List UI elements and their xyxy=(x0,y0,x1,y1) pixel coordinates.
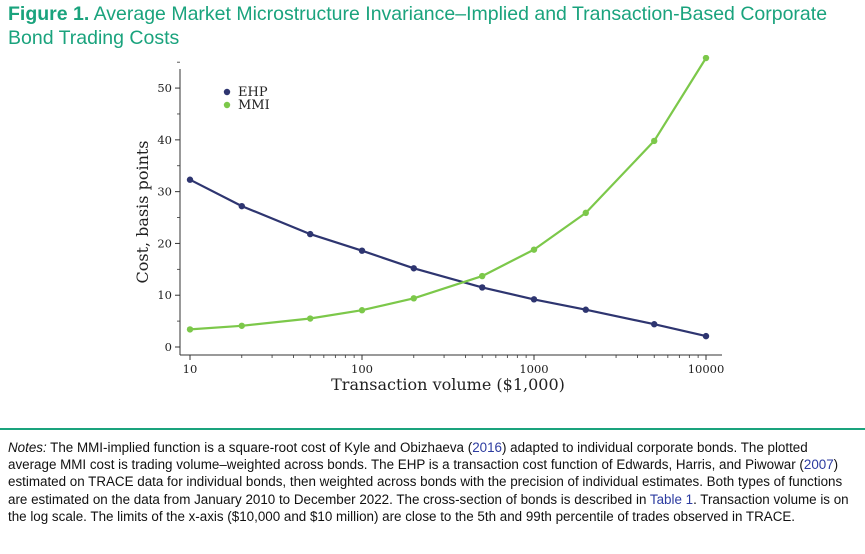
notes-divider xyxy=(0,428,865,430)
ehp-data-point xyxy=(479,284,486,291)
mmi-data-point xyxy=(358,307,366,314)
y-tick-label: 20 xyxy=(157,236,172,250)
mmi-data-point xyxy=(651,137,658,145)
ehp-data-point xyxy=(530,296,538,303)
ehp-data-point xyxy=(410,265,417,272)
mmi-data-point xyxy=(530,246,538,253)
mmi-data-point xyxy=(479,272,486,280)
figure-notes: Notes: The MMI-implied function is a squ… xyxy=(8,439,858,525)
x-axis-label: Transaction volume ($1,000) xyxy=(331,375,565,394)
citation-link-kyle-obizhaeva[interactable]: 2016 xyxy=(472,440,502,455)
notes-text-1: The MMI-implied function is a square-roo… xyxy=(46,440,473,455)
table-1-link[interactable]: Table 1 xyxy=(649,491,694,507)
figure-label: Figure 1. xyxy=(8,3,90,25)
ehp-data-point xyxy=(651,321,658,328)
x-tick-label: 10 xyxy=(183,362,198,376)
mmi-data-point xyxy=(410,295,417,302)
figure-title: Figure 1. Average Market Microstructure … xyxy=(8,2,858,50)
ehp-data-point xyxy=(702,332,710,340)
mmi-series-line xyxy=(189,57,707,331)
figure-title-text: Average Market Microstructure Invariance… xyxy=(8,3,828,49)
ehp-data-point xyxy=(238,202,245,210)
citation-link-edwards-harris-piwowar[interactable]: 2007 xyxy=(803,457,834,473)
legend-label-ehp: EHP xyxy=(238,85,268,100)
y-axis-label: Cost, basis points xyxy=(133,140,152,283)
legend-marker-mmi xyxy=(223,101,231,109)
notes-text-2: ) adapted to individual corporate bonds.… xyxy=(8,440,808,473)
mmi-data-point xyxy=(702,55,710,62)
ehp-series-line xyxy=(189,178,707,338)
y-tick-label: 0 xyxy=(165,340,172,354)
mmi-data-point xyxy=(582,209,589,217)
y-tick-label: 30 xyxy=(157,185,172,199)
notes-text-4: . Transaction volume is on the log scale… xyxy=(8,491,849,524)
y-tick-label: 50 xyxy=(157,81,172,95)
chart-series xyxy=(186,55,710,340)
ehp-data-point xyxy=(307,230,314,238)
y-tick-label: 40 xyxy=(157,133,172,147)
chart-axes: 0 10 20 30 40 50 10 100 1000 10000 xyxy=(157,61,725,376)
mmi-data-point xyxy=(186,326,194,333)
legend-label-mmi: MMI xyxy=(238,98,270,113)
y-tick-label: 10 xyxy=(157,288,172,302)
ehp-data-point xyxy=(582,306,589,313)
ehp-data-point xyxy=(358,247,366,254)
legend-marker-ehp xyxy=(223,88,231,96)
notes-label: Notes: xyxy=(8,440,47,455)
mmi-data-point xyxy=(307,315,314,322)
x-tick-label: 1000 xyxy=(519,362,548,376)
x-tick-label: 10000 xyxy=(688,362,725,376)
ehp-data-point xyxy=(186,176,194,183)
x-tick-label: 100 xyxy=(351,362,373,376)
mmi-data-point xyxy=(238,322,245,329)
notes-text-3: ) estimated on TRACE data for individual… xyxy=(8,457,843,507)
